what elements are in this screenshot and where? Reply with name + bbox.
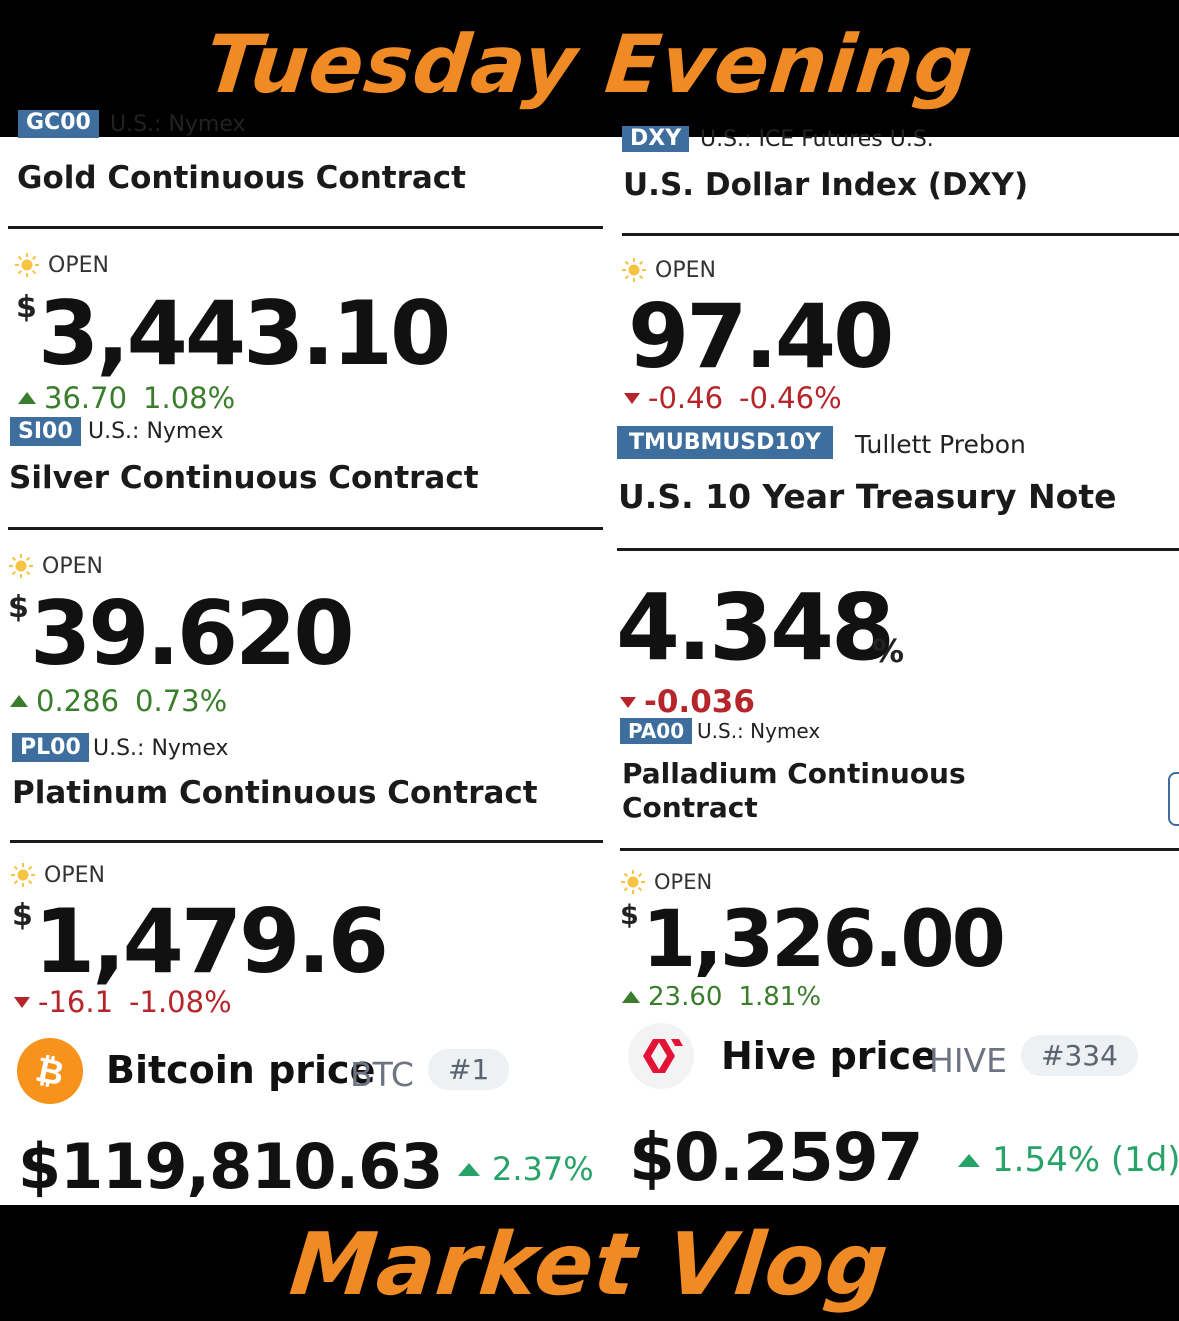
change-value: 36.70: [44, 381, 128, 415]
dxy-status: OPEN: [621, 257, 716, 283]
hive-icon: [628, 1023, 694, 1089]
bitcoin-name[interactable]: Bitcoin price: [106, 1048, 376, 1092]
platinum-exchange: U.S.: Nymex: [93, 736, 229, 761]
up-arrow-icon: [622, 991, 640, 1003]
sun-icon: [622, 258, 646, 282]
platinum-change: -16.1 -1.08%: [14, 985, 232, 1019]
bitcoin-icon: ₿: [17, 1038, 83, 1104]
bitcoin-symbol: BTC: [350, 1055, 414, 1094]
tnote-name[interactable]: U.S. 10 Year Treasury Note: [618, 477, 1117, 516]
sun-icon: [15, 253, 39, 277]
tnote-ticker[interactable]: TMUBMUSD10Y: [617, 426, 833, 459]
platinum-divider: [10, 840, 603, 843]
tnote-price: 4.348: [616, 574, 895, 681]
change-percent: 2.37%: [492, 1150, 594, 1188]
change-value: 23.60: [648, 982, 723, 1012]
status-label: OPEN: [48, 252, 109, 278]
hive-change: 1.54% (1d): [958, 1140, 1179, 1180]
change-percent: -1.08%: [129, 985, 232, 1019]
platinum-price: 1,479.6: [34, 890, 389, 993]
watch-button[interactable]: [1168, 772, 1179, 826]
sun-icon: [9, 554, 33, 578]
down-arrow-icon: [14, 996, 30, 1008]
bitcoin-change: 2.37%: [458, 1150, 594, 1188]
dxy-price: 97.40: [628, 285, 894, 388]
change-percent: 1.54% (1d): [992, 1140, 1179, 1180]
silver-price: 39.620: [30, 582, 355, 685]
platinum-name[interactable]: Platinum Continuous Contract: [12, 775, 538, 811]
gold-price: 3,443.10: [38, 282, 451, 385]
gold-currency: $: [16, 290, 37, 325]
status-label: OPEN: [42, 553, 103, 579]
gold-status: OPEN: [14, 252, 109, 278]
down-arrow-icon: [624, 392, 640, 404]
up-arrow-icon: [458, 1162, 480, 1176]
dxy-name[interactable]: U.S. Dollar Index (DXY): [623, 167, 1029, 203]
hive-name[interactable]: Hive price: [721, 1034, 937, 1078]
gold-exchange: U.S.: Nymex: [110, 112, 246, 136]
silver-status: OPEN: [8, 553, 103, 579]
hive-rank-badge: #334: [1021, 1035, 1138, 1076]
top-banner: Tuesday Evening: [0, 0, 1179, 137]
gold-ticker: GC00: [18, 110, 99, 138]
bitcoin-price: $119,810.63: [18, 1130, 443, 1203]
sun-icon: [621, 870, 645, 894]
change-percent: 1.81%: [738, 982, 822, 1012]
gold-name[interactable]: Gold Continuous Contract: [17, 160, 467, 196]
tnote-divider: [617, 548, 1179, 551]
palladium-divider: [620, 848, 1179, 851]
palladium-price: 1,326.00: [642, 895, 1006, 985]
up-arrow-icon: [10, 695, 28, 707]
bitcoin-rank-badge: #1: [428, 1049, 510, 1090]
palladium-exchange: U.S.: Nymex: [697, 719, 821, 743]
status-label: OPEN: [655, 257, 716, 283]
silver-ticker[interactable]: SI00: [10, 417, 81, 446]
status-label: OPEN: [44, 862, 105, 888]
platinum-status: OPEN: [10, 862, 105, 888]
sun-icon: [11, 863, 35, 887]
change-value: -0.46: [648, 381, 724, 415]
status-label: OPEN: [654, 870, 713, 894]
down-arrow-icon: [620, 696, 636, 708]
change-percent: -0.46%: [739, 381, 842, 415]
silver-divider: [8, 527, 603, 530]
palladium-change: 23.60 1.81%: [622, 982, 821, 1012]
silver-exchange: U.S.: Nymex: [88, 419, 224, 444]
change-value: -0.036: [644, 684, 755, 720]
gold-change: 36.70 1.08%: [18, 381, 235, 415]
dxy-exchange: U.S.: ICE Futures U.S.: [700, 127, 934, 151]
change-value: 0.286: [36, 684, 120, 718]
platinum-ticker[interactable]: PL00: [12, 733, 89, 762]
tnote-unit: %: [872, 632, 905, 670]
palladium-status: OPEN: [620, 869, 712, 895]
dxy-ticker[interactable]: DXY: [622, 126, 690, 152]
silver-change: 0.286 0.73%: [10, 684, 227, 718]
platinum-currency: $: [12, 898, 33, 933]
gold-divider: [8, 226, 603, 229]
tnote-change: -0.036: [620, 684, 755, 720]
banner-subtitle: Market Vlog: [285, 1215, 894, 1315]
palladium-name-line1[interactable]: Palladium Continuous: [622, 757, 966, 790]
bottom-banner: Market Vlog: [0, 1205, 1179, 1321]
dxy-change: -0.46 -0.46%: [624, 381, 842, 415]
palladium-name-line2[interactable]: Contract: [622, 791, 758, 824]
up-arrow-icon: [958, 1153, 980, 1167]
banner-title: Tuesday Evening: [201, 18, 978, 111]
palladium-currency: $: [620, 900, 639, 931]
up-arrow-icon: [18, 392, 36, 404]
dxy-divider: [622, 233, 1179, 236]
tnote-exchange: Tullett Prebon: [855, 430, 1026, 459]
change-percent: 0.73%: [135, 684, 228, 718]
hive-symbol: HIVE: [929, 1041, 1007, 1080]
change-percent: 1.08%: [143, 381, 236, 415]
silver-currency: $: [8, 590, 29, 625]
silver-name[interactable]: Silver Continuous Contract: [9, 460, 479, 496]
palladium-ticker[interactable]: PA00: [620, 718, 693, 744]
change-value: -16.1: [38, 985, 114, 1019]
hive-price: $0.2597: [629, 1119, 924, 1196]
